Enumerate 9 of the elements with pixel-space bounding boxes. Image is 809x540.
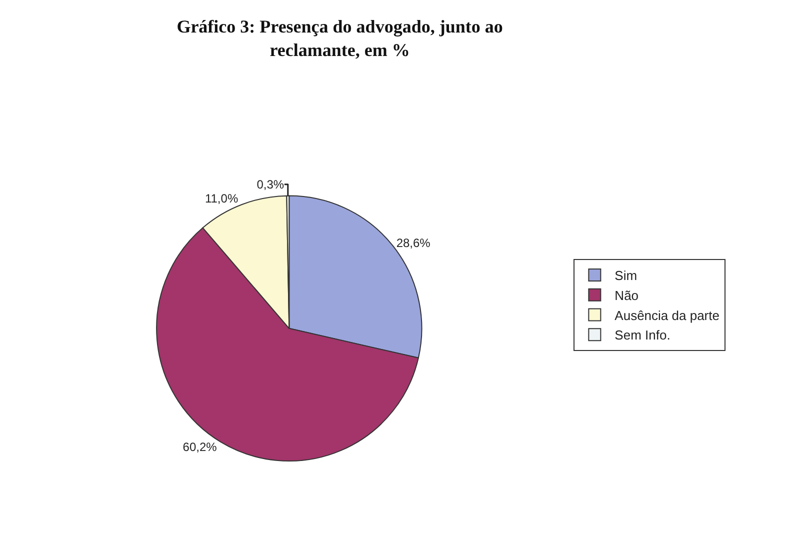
data-label: 11,0% [204,191,238,206]
data-label: 60,2% [182,440,218,454]
chart-title: Gráfico 3: Presença do advogado, junto ao reclamante, em % [176,16,503,60]
legend-label: Não [614,288,639,303]
data-label: 28,6% [396,236,431,250]
legend-label: Ausência da parte [614,308,720,323]
legend-label: Sem Info. [614,328,670,343]
legend-label: Sim [614,268,638,284]
data-label: 0,3% [256,177,284,192]
